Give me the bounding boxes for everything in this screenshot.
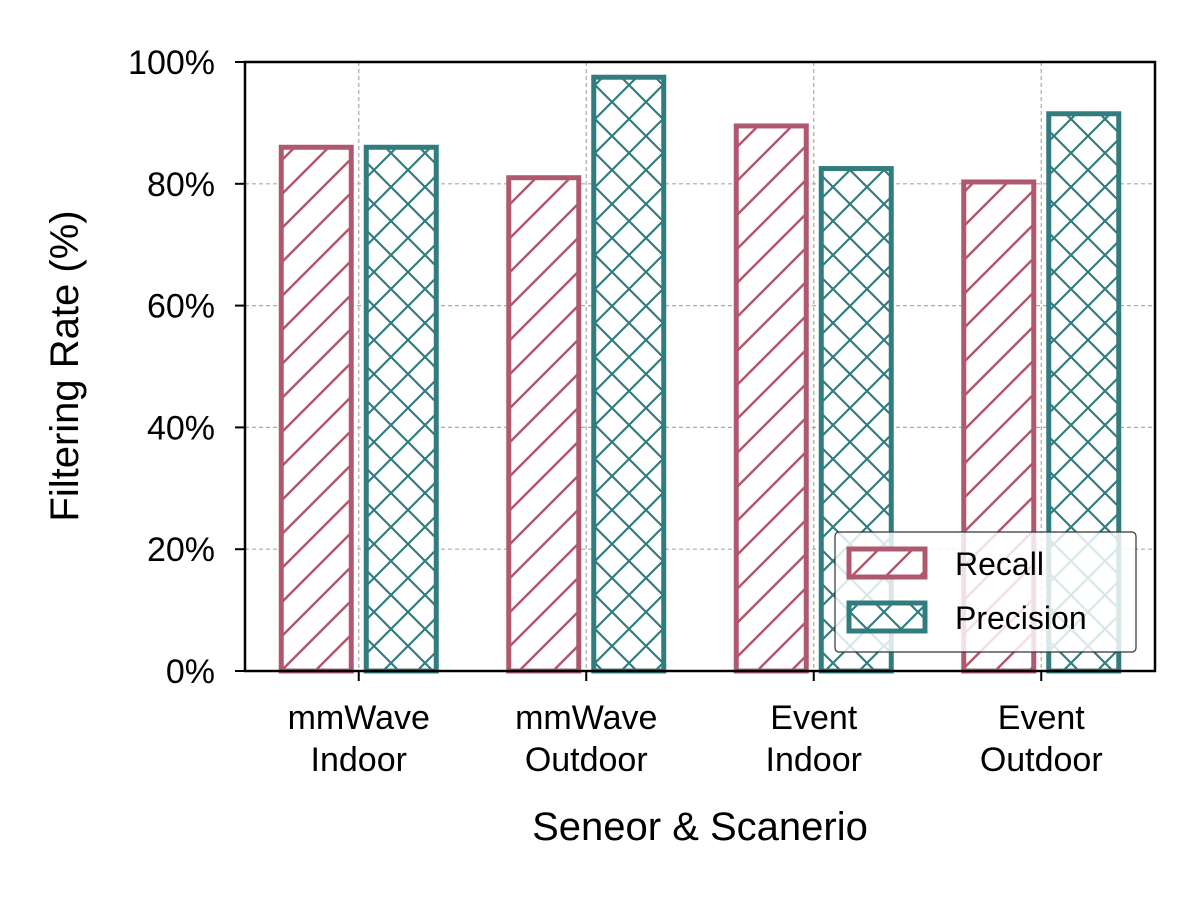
x-axis-title: Seneor & Scanerio — [532, 805, 868, 849]
bar-recall — [506, 175, 582, 674]
axis-ticks: 0% 20% 40% 60% 80% 100% mmWave Indoor mmWave Outd… — [128, 44, 1103, 779]
bars — [278, 74, 1122, 674]
y-axis-title: Filtering Rate (%) — [43, 210, 87, 521]
x-tick-label: mmWave Outdoor — [515, 699, 657, 779]
y-tick-label: 0% — [166, 653, 215, 691]
legend: Recall Precision — [834, 531, 1137, 653]
y-tick-label: 40% — [147, 409, 215, 447]
bar-precision — [591, 74, 667, 674]
x-tick-label: mmWave Indoor — [288, 699, 430, 779]
y-tick-label: 100% — [128, 44, 215, 82]
legend-swatch-precision — [846, 600, 928, 634]
bar-recall — [278, 144, 354, 674]
y-tick-label: 80% — [147, 166, 215, 204]
x-tick-label: Event Outdoor — [980, 699, 1103, 779]
x-tick-label: Event Indoor — [766, 699, 862, 779]
plot-area-frame — [243, 60, 1157, 673]
legend-label-recall: Recall — [955, 546, 1044, 582]
legend-label-precision: Precision — [955, 600, 1087, 636]
y-tick-label: 60% — [147, 288, 215, 326]
bar-precision — [363, 144, 439, 674]
bar-recall — [733, 123, 809, 674]
y-tick-label: 20% — [147, 531, 215, 569]
legend-swatch-recall — [846, 546, 928, 580]
